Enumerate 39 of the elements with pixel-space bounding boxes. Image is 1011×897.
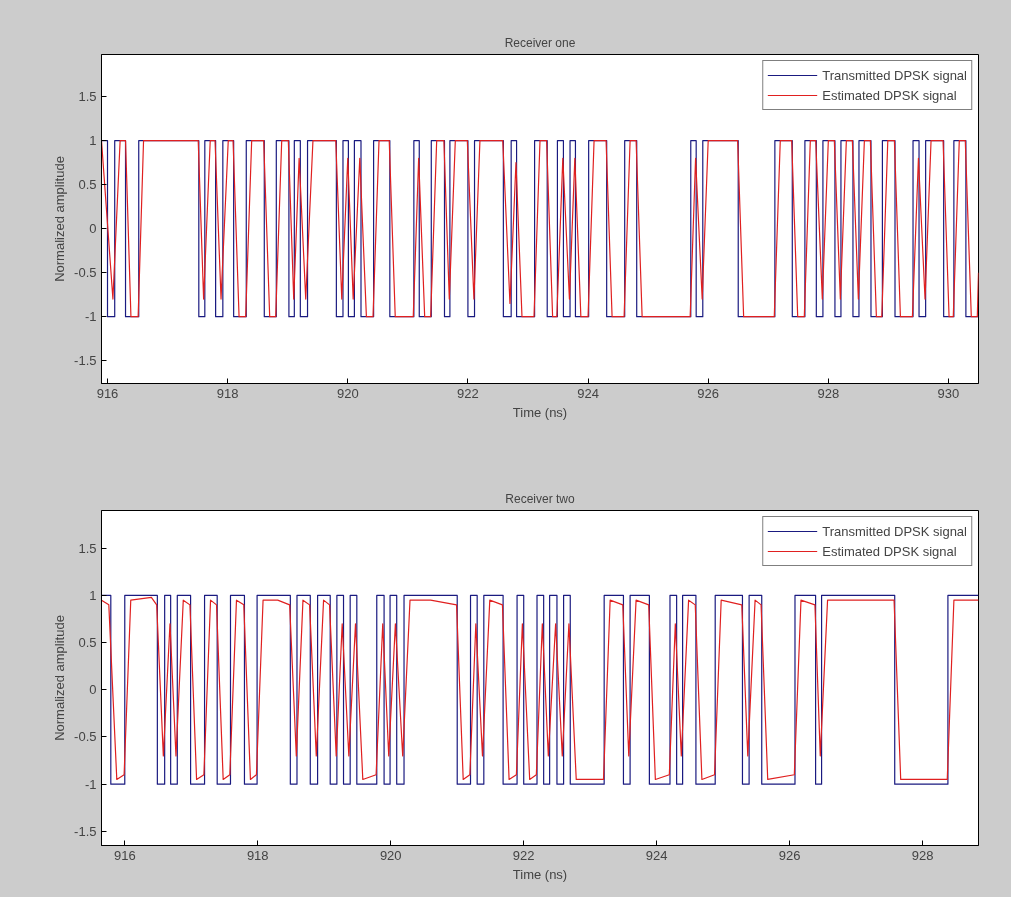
x-tick-label: 916 — [96, 385, 119, 401]
y-tick-label: 1.5 — [78, 89, 97, 105]
x-axis-title: Time (ns) — [512, 866, 568, 882]
y-tick-label: -0.5 — [74, 265, 97, 281]
y-tick-label: -1.5 — [74, 823, 97, 839]
y-axis-title: Normalized amplitude — [52, 156, 68, 282]
y-tick-label: 0 — [89, 682, 97, 698]
x-tick-label: 922 — [457, 385, 479, 401]
legend-label: Estimated DPSK signal — [822, 543, 957, 559]
legend-label: Transmitted DPSK signal — [822, 523, 967, 539]
x-axis-title: Time (ns) — [512, 404, 568, 420]
y-tick-label: 0.5 — [78, 635, 97, 651]
y-tick-label: -1 — [84, 776, 97, 792]
x-tick-label: 926 — [778, 847, 801, 863]
y-tick-label: 1 — [89, 587, 97, 603]
y-tick-label: -1 — [84, 309, 97, 325]
chart-title: Receiver two — [505, 491, 575, 506]
chart-title: Receiver one — [504, 35, 576, 50]
x-tick-label: 930 — [937, 385, 960, 401]
x-tick-label: 928 — [911, 847, 934, 863]
x-tick-label: 928 — [817, 385, 840, 401]
x-tick-label: 924 — [645, 847, 668, 863]
y-tick-label: 0 — [89, 221, 97, 237]
y-tick-label: -1.5 — [74, 353, 97, 369]
x-tick-label: 922 — [512, 847, 535, 863]
y-tick-label: 1 — [89, 133, 97, 149]
x-tick-label: 916 — [113, 847, 136, 863]
y-tick-label: 1.5 — [78, 540, 97, 556]
x-tick-label: 920 — [379, 847, 402, 863]
x-tick-label: 924 — [577, 385, 599, 401]
y-axis-title: Normalized amplitude — [52, 615, 68, 741]
y-tick-label: -0.5 — [74, 729, 97, 745]
x-tick-label: 918 — [246, 847, 269, 863]
legend-label: Transmitted DPSK signal — [822, 67, 967, 83]
x-tick-label: 920 — [336, 385, 359, 401]
x-tick-label: 918 — [216, 385, 239, 401]
legend-label: Estimated DPSK signal — [822, 87, 957, 103]
y-tick-label: 0.5 — [78, 177, 97, 193]
x-tick-label: 926 — [697, 385, 720, 401]
